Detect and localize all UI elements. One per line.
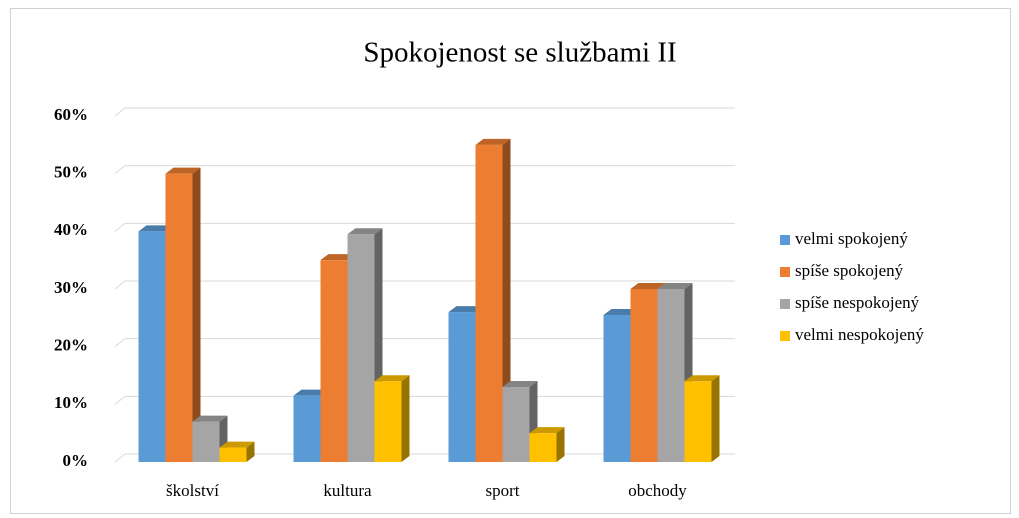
bar-top [192, 415, 228, 422]
bar-side [556, 427, 565, 462]
bar [529, 427, 565, 462]
grid-line [114, 165, 735, 175]
bar-top [502, 381, 538, 388]
bar-top [448, 306, 484, 313]
bar-front [374, 381, 402, 462]
bar-top [165, 167, 201, 174]
bar-side [192, 167, 201, 462]
bar-front [603, 314, 631, 462]
bar-top [684, 375, 720, 382]
legend-label: velmi nespokojený [795, 325, 924, 344]
bar-front [684, 381, 712, 462]
y-tick-label: 30% [54, 278, 88, 297]
bar-top [603, 308, 639, 315]
x-tick-label: sport [486, 481, 520, 500]
bar-front [448, 312, 476, 462]
bar-front [138, 231, 166, 462]
y-tick-label: 10% [54, 393, 88, 412]
y-tick-label: 40% [54, 220, 88, 239]
legend-swatch [780, 331, 790, 341]
bar-front [165, 173, 193, 462]
bar-front [630, 289, 658, 462]
legend-label: velmi spokojený [795, 229, 908, 248]
bar-side [711, 375, 720, 462]
x-tick-label: obchody [628, 481, 687, 500]
legend-swatch [780, 235, 790, 245]
bar-front [475, 144, 503, 463]
bar-top [529, 427, 565, 434]
y-tick-label: 50% [54, 163, 88, 182]
x-tick-label: školství [166, 481, 219, 500]
bar-front [657, 289, 685, 462]
bar-top [219, 441, 255, 448]
legend-swatch [780, 299, 790, 309]
grid-line [114, 107, 735, 117]
bar [684, 375, 720, 462]
bar-side [246, 441, 255, 462]
bar [219, 441, 255, 462]
bar-top [657, 283, 693, 289]
grid-line [114, 222, 735, 232]
bar-top [475, 138, 511, 145]
legend-label: spíše nespokojený [795, 293, 920, 312]
bar-front [219, 447, 247, 462]
bar-front [502, 387, 530, 462]
bar-top [138, 225, 174, 232]
bar [374, 375, 410, 462]
y-tick-label: 0% [63, 451, 89, 470]
bar-front [320, 260, 348, 462]
bar [475, 138, 511, 463]
grid-line [114, 280, 735, 290]
bar-front [347, 234, 375, 462]
bar-top [630, 283, 666, 289]
bar-side [502, 138, 511, 463]
bar-top [374, 375, 410, 382]
x-tick-label: kultura [323, 481, 372, 500]
bar-front [192, 421, 220, 462]
chart-title: Spokojenost se službami II [363, 37, 676, 69]
legend-label: spíše spokojený [795, 261, 904, 280]
bar [165, 167, 201, 462]
bar [192, 415, 228, 462]
y-tick-label: 20% [54, 336, 88, 355]
bar-top [320, 254, 356, 261]
bar-front [529, 433, 557, 462]
bar [657, 283, 693, 462]
bar-side [401, 375, 410, 462]
legend-swatch [780, 267, 790, 277]
bar-top [347, 228, 383, 235]
grid-line [114, 338, 735, 348]
y-tick-label: 60% [54, 105, 88, 124]
bar-top [293, 389, 329, 396]
bar-front [293, 395, 321, 462]
